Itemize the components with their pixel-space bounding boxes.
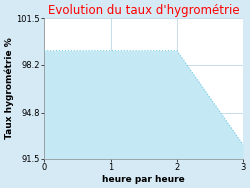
Y-axis label: Taux hygrométrie %: Taux hygrométrie % <box>4 38 14 139</box>
X-axis label: heure par heure: heure par heure <box>102 175 185 184</box>
Title: Evolution du taux d'hygrométrie: Evolution du taux d'hygrométrie <box>48 4 240 17</box>
